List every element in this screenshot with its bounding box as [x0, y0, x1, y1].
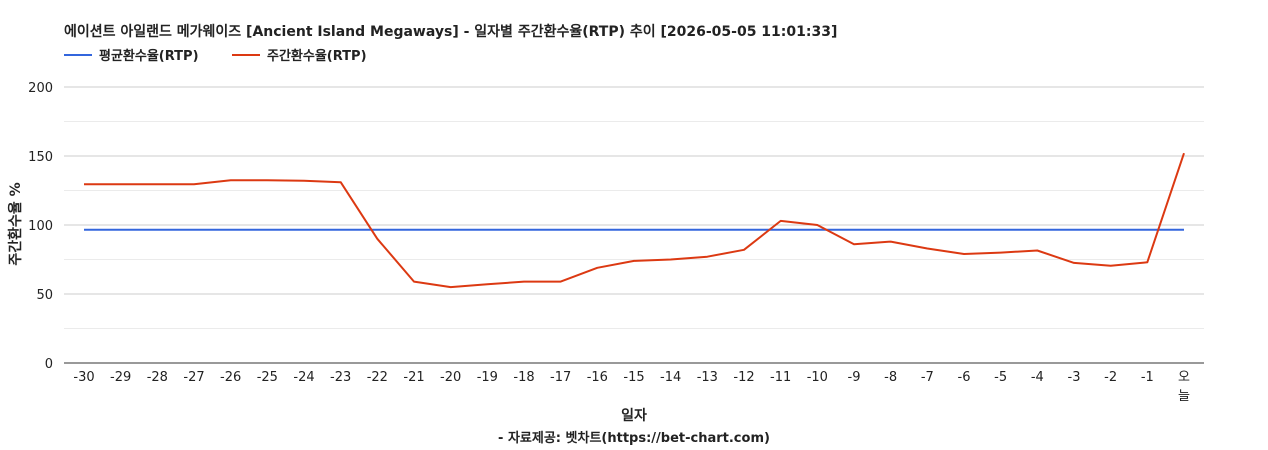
x-tick-label: -1 — [1141, 370, 1154, 385]
y-axis-title: 주간환수율 % — [7, 182, 24, 265]
x-tick-label: -27 — [183, 370, 204, 385]
y-tick-label: 200 — [28, 81, 53, 96]
x-tick-label: -30 — [73, 370, 94, 385]
x-tick-label: -26 — [220, 370, 241, 385]
x-tick-label: -25 — [257, 370, 278, 385]
x-axis-title: 일자 — [621, 408, 647, 424]
series-lines — [84, 152, 1185, 289]
x-tick-label: -10 — [807, 370, 828, 385]
y-tick-label: 0 — [45, 357, 53, 372]
x-tick-label: -24 — [293, 370, 314, 385]
x-tick-label: -20 — [440, 370, 461, 385]
x-tick-label: -14 — [660, 370, 681, 385]
x-tick-label: -18 — [513, 370, 534, 385]
y-tick-label: 100 — [28, 219, 53, 234]
x-tick-label: -11 — [770, 370, 791, 385]
legend: 평균환수율(RTP) 주간환수율(RTP) — [64, 48, 367, 64]
x-tick-label: -15 — [623, 370, 644, 385]
x-tick-label: -16 — [587, 370, 608, 385]
x-tick-label: -8 — [884, 370, 897, 385]
chart-title: 에이션트 아일랜드 메가웨이즈 [Ancient Island Megaways… — [64, 23, 837, 40]
x-tick-label: -4 — [1031, 370, 1044, 385]
x-tick-label: -21 — [403, 370, 424, 385]
x-tick-label: -12 — [733, 370, 754, 385]
data-source-footer: - 자료제공: 벳차트(https://bet-chart.com) — [498, 430, 770, 446]
y-axis-ticks: 0 50 100 150 200 — [28, 81, 53, 372]
x-axis-ticks: -30 -29 -28 -27 -26 -25 -24 -23 -22 -21 -20 -19 -18 -… — [73, 370, 1190, 404]
series-line-weekly-rtp — [84, 152, 1185, 289]
x-tick-label: -5 — [994, 370, 1007, 385]
x-tick-label: -6 — [958, 370, 971, 385]
y-tick-label: 50 — [36, 288, 53, 303]
x-tick-label: -23 — [330, 370, 351, 385]
gridlines — [64, 86, 1204, 364]
x-tick-label: -3 — [1068, 370, 1081, 385]
legend-label-weekly: 주간환수율(RTP) — [267, 48, 367, 64]
x-tick-label: -28 — [147, 370, 168, 385]
x-tick-label: -29 — [110, 370, 131, 385]
x-tick-label: -19 — [477, 370, 498, 385]
x-tick-label: -13 — [697, 370, 718, 385]
y-tick-label: 150 — [28, 150, 53, 165]
x-tick-label: -7 — [921, 370, 934, 385]
x-tick-label: -17 — [550, 370, 571, 385]
legend-label-average: 평균환수율(RTP) — [99, 48, 199, 64]
x-tick-label: -22 — [367, 370, 388, 385]
x-tick-label: -2 — [1104, 370, 1117, 385]
x-tick-label: -9 — [848, 370, 861, 385]
